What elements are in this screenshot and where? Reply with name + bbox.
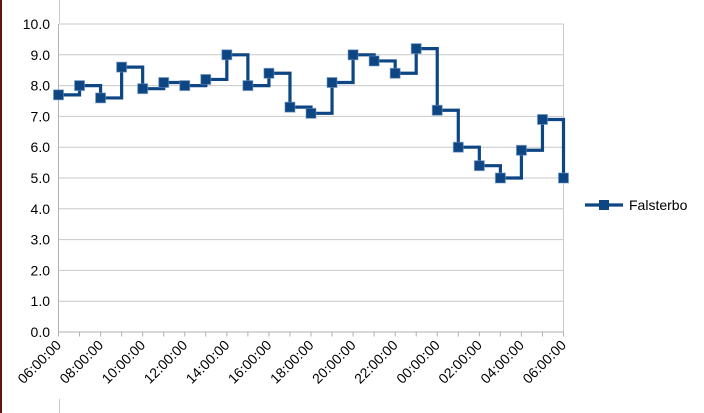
- x-axis-label: 16:00:00: [225, 337, 275, 387]
- data-point-marker: [431, 104, 443, 116]
- x-axis-label: 20:00:00: [309, 337, 359, 387]
- y-axis-label: 7.0: [31, 108, 51, 124]
- data-point-marker: [536, 113, 548, 125]
- y-axis-label: 1.0: [31, 293, 51, 309]
- y-axis-label: 4.0: [31, 201, 51, 217]
- data-point-marker: [242, 80, 254, 92]
- x-axis-label: 06:00:00: [14, 337, 64, 387]
- data-point-marker: [74, 80, 86, 92]
- y-axis-label: 3.0: [31, 232, 51, 248]
- data-point-marker: [137, 83, 149, 95]
- x-axis-label: 14:00:00: [183, 337, 233, 387]
- x-axis-label: 12:00:00: [141, 337, 191, 387]
- data-point-marker: [347, 49, 359, 61]
- x-axis-label: 18:00:00: [267, 337, 317, 387]
- x-axis-label: 06:00:00: [519, 337, 569, 387]
- data-point-marker: [558, 172, 569, 184]
- data-point-marker: [410, 43, 422, 55]
- y-axis-label: 9.0: [31, 47, 51, 63]
- legend-marker: [599, 200, 609, 210]
- data-point-marker: [305, 107, 317, 119]
- data-point-marker: [515, 144, 527, 156]
- data-point-marker: [53, 89, 64, 101]
- x-axis-label: 08:00:00: [56, 337, 106, 387]
- x-axis-label: 00:00:00: [393, 337, 443, 387]
- data-point-marker: [179, 80, 191, 92]
- data-point-marker: [221, 49, 233, 61]
- legend-key-icon: [585, 200, 623, 210]
- legend-label: Falsterbo: [629, 197, 688, 213]
- data-point-marker: [326, 77, 338, 89]
- data-point-marker: [494, 172, 506, 184]
- y-axis-label: 8.0: [31, 78, 51, 94]
- data-point-marker: [116, 61, 128, 73]
- x-axis-label: 22:00:00: [351, 337, 401, 387]
- y-axis-label: 10.0: [23, 16, 50, 32]
- left-edge-strip: [0, 0, 2, 413]
- data-point-marker: [452, 141, 464, 153]
- y-axis-label: 5.0: [31, 170, 51, 186]
- y-axis-label: 6.0: [31, 139, 51, 155]
- data-point-marker: [158, 77, 170, 89]
- data-point-marker: [284, 101, 296, 113]
- data-point-marker: [200, 73, 212, 85]
- data-point-marker: [473, 160, 485, 172]
- y-axis-label: 2.0: [31, 262, 51, 278]
- data-point-marker: [368, 55, 380, 67]
- x-axis-label: 02:00:00: [435, 337, 485, 387]
- data-point-marker: [389, 67, 401, 79]
- data-point-marker: [95, 92, 107, 104]
- x-axis-label: 04:00:00: [477, 337, 527, 387]
- x-axis-label: 10:00:00: [98, 337, 148, 387]
- data-point-marker: [263, 67, 275, 79]
- legend: Falsterbo: [585, 196, 687, 214]
- y-axis-label: 0.0: [31, 324, 51, 340]
